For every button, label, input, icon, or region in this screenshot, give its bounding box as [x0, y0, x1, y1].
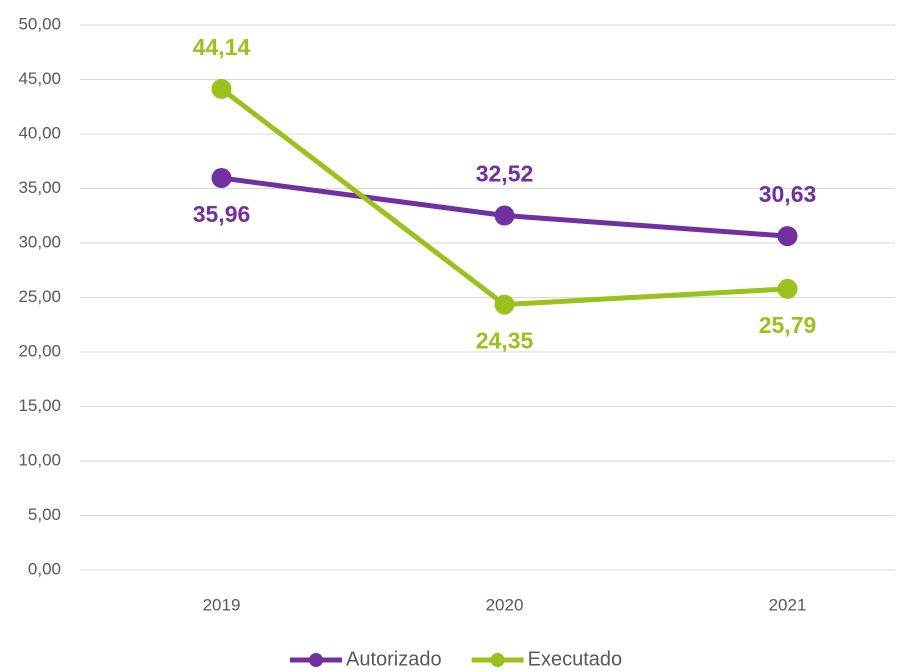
legend-label: Autorizado	[346, 648, 442, 670]
data-label: 35,96	[193, 201, 251, 227]
data-label: 30,63	[759, 181, 817, 207]
data-point	[211, 168, 232, 189]
data-point	[777, 278, 798, 299]
data-label: 32,52	[476, 161, 534, 187]
data-point	[494, 294, 515, 315]
data-point	[777, 226, 798, 247]
data-label: 24,35	[476, 328, 534, 354]
y-tick-label: 40,00	[18, 123, 61, 142]
data-label: 44,14	[193, 34, 251, 60]
y-tick-label: 20,00	[18, 341, 61, 360]
data-point	[494, 205, 515, 226]
legend-marker	[309, 653, 323, 667]
data-point	[211, 78, 232, 99]
y-tick-label: 30,00	[18, 232, 61, 251]
legend-marker	[490, 653, 505, 667]
y-tick-label: 45,00	[18, 69, 61, 88]
x-tick-label: 2019	[203, 595, 241, 614]
data-label: 25,79	[759, 312, 817, 338]
y-tick-label: 10,00	[18, 450, 61, 469]
legend: Autorizado Executado	[290, 648, 622, 670]
y-tick-label: 35,00	[18, 178, 61, 197]
y-tick-label: 0,00	[28, 559, 61, 578]
x-tick-label: 2020	[486, 595, 524, 614]
y-tick-label: 5,00	[28, 505, 61, 524]
y-tick-label: 15,00	[18, 396, 61, 415]
series-line	[219, 86, 788, 308]
y-tick-label: 50,00	[18, 14, 61, 33]
x-tick-label: 2021	[769, 595, 807, 614]
y-tick-label: 25,00	[18, 287, 61, 306]
legend-label: Executado	[528, 648, 623, 670]
